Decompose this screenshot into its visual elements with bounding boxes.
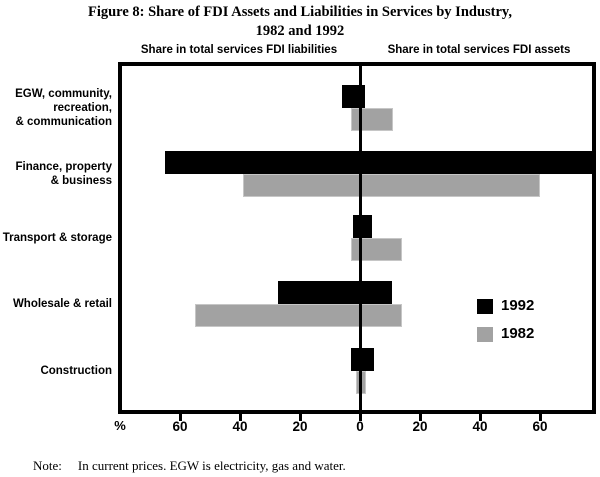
plot-inner: [122, 66, 592, 410]
axis-unit-label: %: [114, 418, 126, 433]
axis-tick--20: [298, 414, 302, 421]
axis-tick-60: [538, 414, 542, 421]
axis-tick-0: [358, 414, 362, 421]
legend-label-1982: 1982: [501, 325, 535, 342]
legend-entry-1982: 1982: [477, 326, 534, 342]
axis-tick-label-60: 60: [532, 419, 548, 434]
bar-1992-construction: [351, 348, 374, 371]
axis-tick--40: [238, 414, 242, 421]
figure-title-line2: 1982 and 1992: [255, 23, 345, 39]
zero-axis-line: [358, 66, 362, 410]
figure-note: Note: In current prices. EGW is electrici…: [33, 458, 346, 474]
axis-tick-label-0: 0: [356, 419, 364, 434]
figure-title-line1: Figure 8: Share of FDI Assets and Liabil…: [87, 4, 513, 20]
note-text: In current prices. EGW is electricity, g…: [77, 458, 346, 473]
figure-title: Figure 8: Share of FDI Assets and Liabil…: [0, 3, 600, 41]
plot-area: [118, 62, 596, 414]
right-axis-header: Share in total services FDI assets: [387, 44, 571, 56]
axis-tick--60: [178, 414, 182, 421]
bar-1992-wholesale: [277, 281, 392, 304]
axis-tick-label--40: 40: [232, 419, 248, 434]
category-label-finance: Finance, property & business: [15, 161, 113, 187]
legend-label-1992: 1992: [501, 297, 535, 314]
category-label-egw: EGW, community, recreation, & communicatio…: [15, 88, 112, 128]
axis-tick-20: [418, 414, 422, 421]
legend-entry-1992: 1992: [477, 298, 534, 314]
bar-1982-finance: [243, 174, 540, 197]
axis-tick-label-40: 40: [472, 419, 488, 434]
bar-1982-wholesale: [195, 304, 402, 327]
bar-1982-egw: [351, 108, 393, 131]
axis-tick-label--60: 60: [172, 419, 188, 434]
category-label-wholesale: Wholesale & retail: [12, 298, 112, 310]
bar-1992-transport: [352, 215, 372, 238]
bar-1992-finance: [165, 151, 592, 174]
left-axis-header: Share in total services FDI liabilities: [140, 44, 338, 56]
axis-tick-label--20: 20: [292, 419, 308, 434]
note-label: Note:: [33, 458, 62, 473]
category-label-construction: Construction: [40, 365, 112, 377]
legend: 1992 1982: [477, 298, 534, 354]
axis-tick-label-20: 20: [412, 419, 428, 434]
bar-1982-transport: [351, 238, 402, 261]
legend-swatch-1992-icon: [477, 298, 493, 314]
axis-tick-40: [478, 414, 482, 421]
category-label-transport: Transport & storage: [2, 232, 112, 244]
legend-swatch-1982-icon: [477, 326, 493, 342]
